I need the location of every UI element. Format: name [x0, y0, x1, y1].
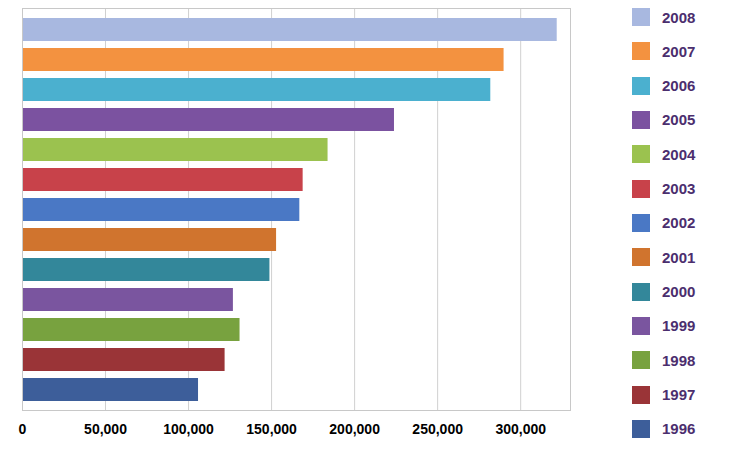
- svg-text:0: 0: [19, 421, 27, 437]
- svg-text:200,000: 200,000: [329, 421, 380, 437]
- html-text:2005: 2005: [662, 111, 696, 129]
- html-text:2007: 2007: [662, 42, 696, 60]
- html-text:1997: 1997: [662, 386, 696, 404]
- html-text:2006: 2006: [662, 77, 696, 95]
- html-text:1999: 1999: [662, 317, 696, 335]
- html-text:2000: 2000: [662, 283, 696, 301]
- svg-text:300,000: 300,000: [495, 421, 546, 437]
- html-text:1998: 1998: [662, 351, 696, 369]
- svg-text:250,000: 250,000: [412, 421, 463, 437]
- svg-text:100,000: 100,000: [163, 421, 214, 437]
- html-text:2002: 2002: [662, 214, 696, 232]
- svg-text:50,000: 50,000: [84, 421, 127, 437]
- svg-text:150,000: 150,000: [246, 421, 297, 437]
- html-text:2008: 2008: [662, 8, 696, 26]
- html-text:1996: 1996: [662, 420, 696, 438]
- html-text:2003: 2003: [662, 180, 696, 198]
- html-text:2004: 2004: [662, 145, 696, 163]
- html-text:2001: 2001: [662, 248, 696, 266]
